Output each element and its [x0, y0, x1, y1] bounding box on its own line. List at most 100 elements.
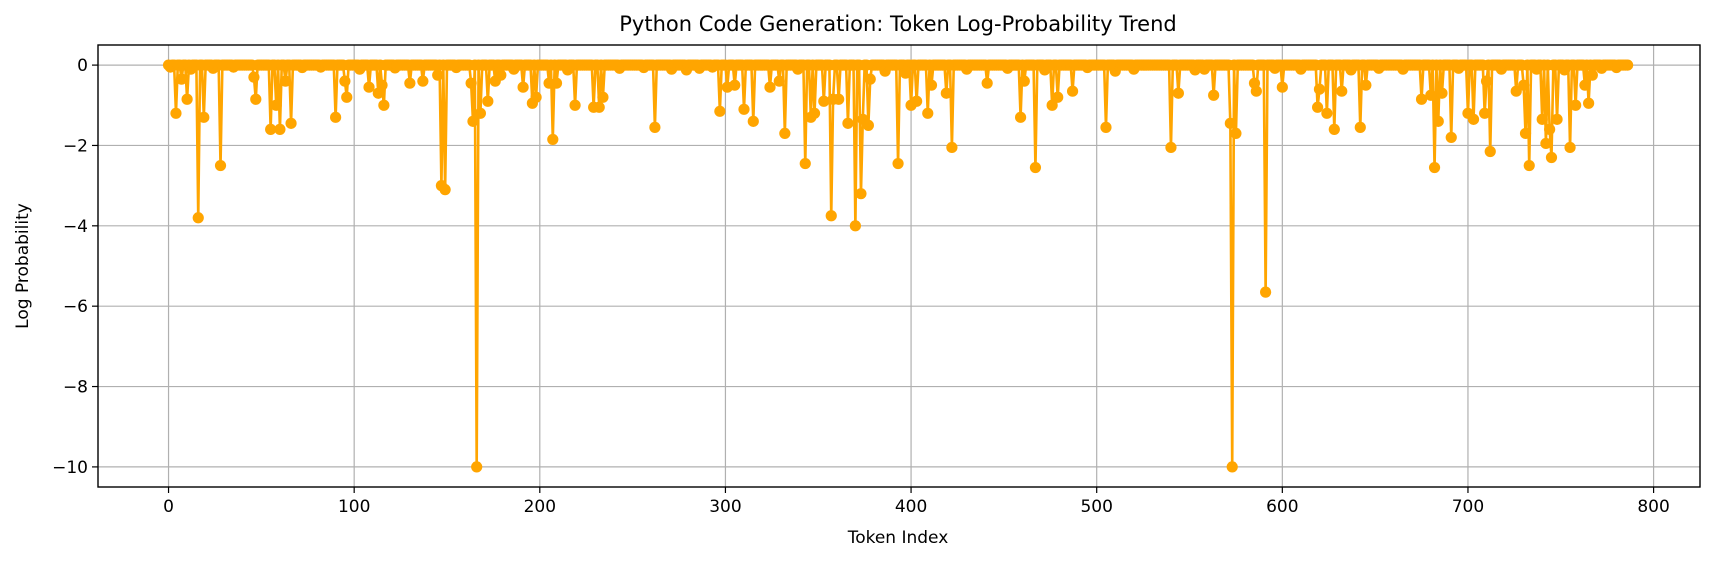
y-tick-label: −4 [63, 217, 88, 237]
data-point [1425, 89, 1437, 101]
data-point [1226, 461, 1238, 473]
data-point [729, 79, 741, 91]
data-point [339, 75, 351, 87]
data-point [404, 77, 416, 89]
data-point [417, 75, 429, 87]
data-point [363, 81, 375, 93]
data-point [1046, 99, 1058, 111]
data-point [1536, 113, 1548, 125]
data-point [911, 95, 923, 107]
data-point [1586, 69, 1598, 81]
data-point [925, 79, 938, 91]
data-point [547, 133, 559, 146]
data-point [1484, 145, 1496, 158]
data-point [1540, 137, 1552, 150]
data-point [842, 117, 854, 129]
data-point [1551, 113, 1563, 125]
data-point [946, 141, 958, 154]
data-point [250, 93, 262, 105]
data-point [1564, 141, 1576, 154]
y-tick-label: −2 [63, 136, 88, 156]
y-tick-label: −6 [63, 297, 88, 317]
x-axis-title: Token Index [847, 528, 949, 548]
y-tick-label: −10 [52, 458, 88, 478]
data-point [1336, 85, 1348, 97]
data-point [517, 81, 529, 93]
data-point [175, 73, 188, 85]
data-point [1545, 151, 1558, 164]
data-point [550, 77, 563, 89]
data-point [378, 99, 390, 111]
data-point [1519, 127, 1532, 139]
data-point [1029, 161, 1042, 174]
data-point [265, 123, 277, 135]
data-point [981, 77, 993, 89]
data-point [1354, 121, 1366, 133]
data-point [1052, 91, 1064, 103]
y-tick-label: −8 [63, 378, 88, 398]
data-point [1579, 79, 1591, 91]
data-point [1260, 286, 1272, 298]
data-point [1018, 75, 1030, 87]
data-point [1415, 93, 1428, 105]
data-point [764, 81, 776, 93]
data-point [495, 69, 507, 81]
data-point [1100, 121, 1112, 133]
data-point [593, 101, 605, 113]
data-point [330, 111, 342, 123]
x-tick-label: 300 [709, 497, 741, 517]
data-point [747, 115, 759, 127]
x-tick-label: 700 [1452, 497, 1484, 517]
data-point [465, 77, 477, 89]
data-point [649, 121, 661, 133]
data-point [922, 107, 934, 119]
data-point [1172, 87, 1184, 99]
data-point [1230, 127, 1242, 139]
data-point [569, 99, 581, 111]
x-tick-label: 400 [895, 497, 927, 517]
data-point [864, 73, 876, 85]
data-point [1583, 97, 1595, 109]
data-point [862, 119, 874, 131]
data-point [1445, 131, 1457, 144]
axes: 0 100 200 300 400 500 600 700 800 0 −2 −4 −6 −8 −10 [52, 56, 1670, 517]
data-point [1480, 75, 1493, 87]
series-markers [162, 59, 1634, 473]
x-tick-label: 600 [1266, 497, 1298, 517]
data-point [825, 210, 837, 222]
data-point [1432, 115, 1444, 127]
data-point [214, 159, 227, 172]
data-point [1208, 89, 1220, 101]
data-point [482, 95, 494, 107]
data-point [270, 99, 282, 111]
data-point [1360, 79, 1372, 91]
data-point [597, 91, 609, 103]
data-point [285, 117, 297, 129]
data-point [808, 107, 821, 119]
data-point [892, 157, 904, 170]
data-point [1544, 123, 1556, 135]
data-point [274, 123, 286, 135]
data-point [855, 188, 867, 200]
data-point [833, 93, 845, 105]
data-point [1313, 83, 1326, 95]
y-tick-label: 0 [77, 56, 88, 76]
data-point [341, 91, 353, 103]
data-point [1436, 87, 1448, 99]
data-point [1510, 85, 1522, 97]
data-point [279, 75, 292, 87]
data-point [1276, 81, 1288, 93]
data-point [1224, 117, 1236, 129]
data-point [1479, 107, 1491, 119]
data-point [1321, 107, 1333, 119]
data-point [1467, 113, 1480, 125]
data-point [432, 69, 444, 81]
y-axis-title: Log Probability [13, 203, 33, 329]
data-point [198, 111, 210, 123]
data-point [467, 115, 479, 127]
data-point [192, 212, 204, 224]
data-point [170, 107, 182, 119]
data-point [738, 103, 750, 115]
